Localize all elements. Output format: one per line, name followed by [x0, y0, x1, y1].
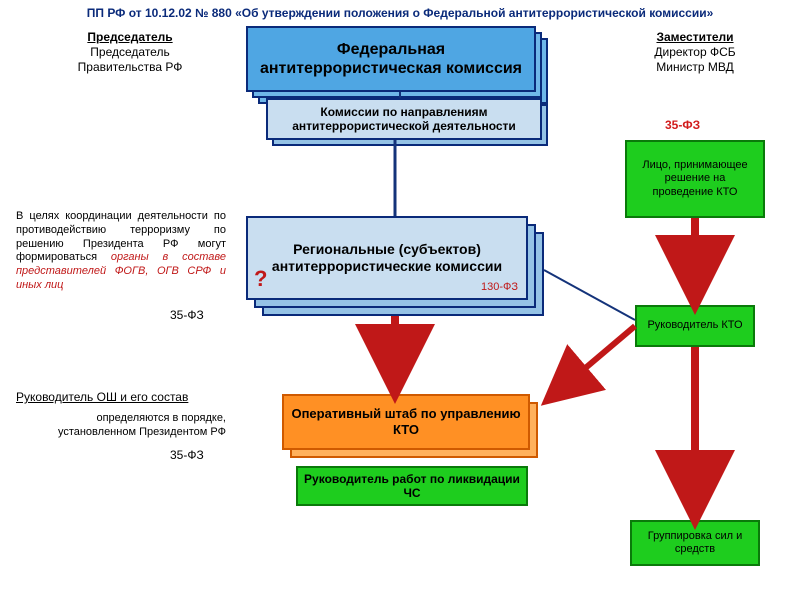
regional-q: ?: [254, 266, 267, 292]
oper-hq: Оперативный штаб по управлению КТО: [282, 394, 530, 450]
directions: Комиссии по направлениям антитеррористич…: [266, 98, 542, 140]
law-35-right: 35-ФЗ: [665, 118, 700, 133]
kto-leader: Руководитель КТО: [635, 305, 755, 347]
grouping: Группировка сил и средств: [630, 520, 760, 566]
coord-text: В целях координации деятельности по прот…: [16, 210, 226, 293]
page-title: ПП РФ от 10.12.02 № 880 «Об утверждении …: [14, 6, 786, 21]
liquidation: Руководитель работ по ликвидации ЧС: [296, 466, 528, 506]
coord-law: 35-ФЗ: [170, 308, 204, 323]
dep-line2: Министр МВД: [656, 60, 733, 74]
decision-person: Лицо, принимающее решение на проведение …: [625, 140, 765, 218]
regional-law: 130-ФЗ: [481, 281, 518, 294]
osh-heading: Руководитель ОШ и его состав: [16, 390, 226, 405]
regional: ? Региональные (субъектов) антитеррорист…: [246, 216, 528, 300]
chair-block: Председатель Председатель Правительства …: [60, 30, 200, 75]
chair-line2: Правительства РФ: [78, 60, 183, 74]
osh-law: 35-ФЗ: [170, 448, 204, 463]
dep-line1: Директор ФСБ: [654, 45, 735, 59]
chair-line1: Председатель: [90, 45, 169, 59]
osh-heading-text: Руководитель ОШ и его состав: [16, 390, 188, 404]
regional-text: Региональные (субъектов) антитеррористич…: [254, 241, 520, 275]
dep-heading: Заместители: [656, 30, 733, 44]
diagram-stage: ПП РФ от 10.12.02 № 880 «Об утверждении …: [0, 0, 800, 600]
chair-heading: Председатель: [87, 30, 172, 44]
deputies-block: Заместители Директор ФСБ Министр МВД: [620, 30, 770, 75]
osh-body: определяются в порядке, установленном Пр…: [16, 412, 226, 440]
fed-commission: Федеральная антитеррористическая комисси…: [246, 26, 536, 92]
